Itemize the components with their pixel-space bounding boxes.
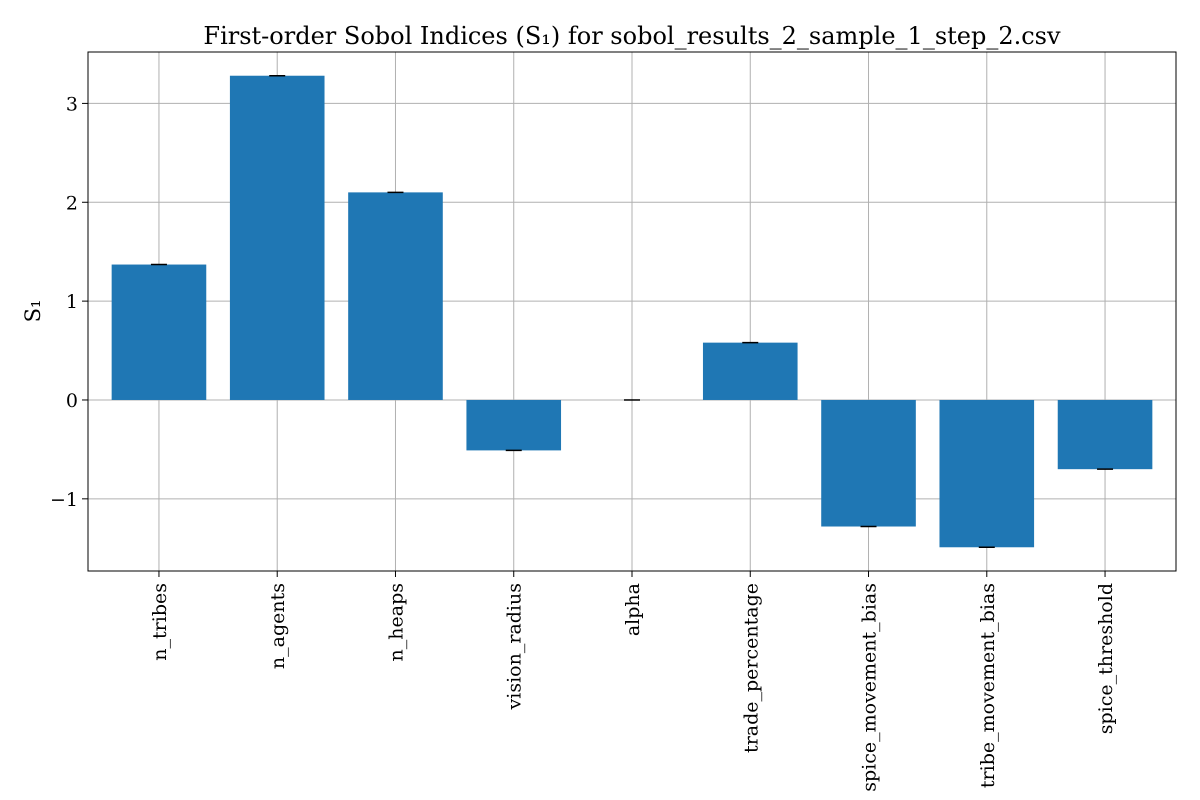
chart-title: First-order Sobol Indices (S₁) for sobol…	[203, 22, 1061, 50]
bars-layer	[111, 75, 1153, 548]
bar-vision-radius	[466, 399, 562, 451]
bar-n-agents	[229, 75, 325, 400]
y-tick-label: 0	[66, 390, 78, 412]
error-bars-layer	[150, 74, 1114, 549]
x-tick-label: n_heaps	[385, 583, 407, 661]
y-tick-label: 3	[66, 93, 78, 115]
x-tick-label: n_agents	[267, 583, 289, 669]
x-tick-label: n_tribes	[149, 583, 171, 661]
y-tick-label: 1	[66, 291, 78, 313]
y-ticks: −1 0 1 2 3	[50, 93, 88, 511]
bar-trade-percentage	[702, 342, 798, 400]
x-tick-label: spice_movement_bias	[859, 583, 881, 792]
x-ticks: n_tribes n_agents n_heaps vision_radius alph…	[149, 571, 1117, 792]
bar-spice-movement-bias	[821, 399, 916, 527]
y-tick-label: −1	[50, 489, 78, 511]
bar-spice-threshold	[1057, 399, 1153, 470]
y-axis-label: S₁	[21, 300, 45, 323]
bar-n-tribes	[111, 264, 207, 400]
x-tick-label: vision_radius	[504, 583, 526, 710]
bar-n-heaps	[348, 192, 443, 400]
x-tick-label: alpha	[622, 583, 644, 636]
x-tick-label: tribe_movement_bias	[977, 583, 999, 788]
y-tick-label: 2	[66, 192, 78, 214]
bar-tribe-movement-bias	[939, 399, 1035, 548]
x-tick-label: spice_threshold	[1095, 583, 1117, 734]
x-tick-label: trade_percentage	[740, 583, 762, 753]
